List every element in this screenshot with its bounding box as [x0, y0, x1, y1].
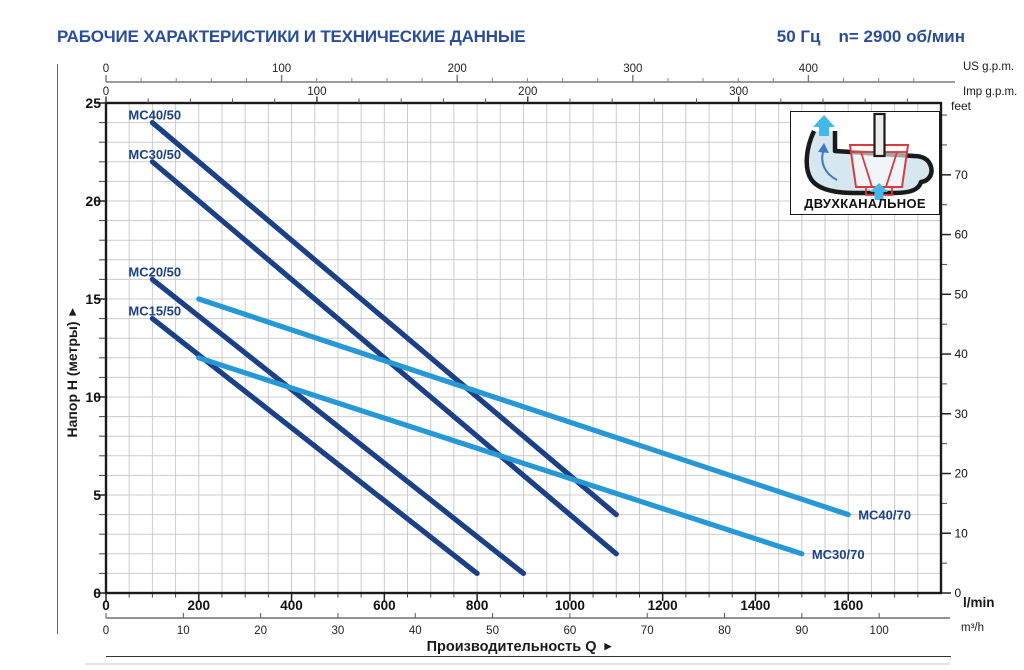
svg-text:60: 60	[955, 228, 969, 242]
svg-text:40: 40	[955, 347, 969, 361]
svg-text:1400: 1400	[740, 598, 770, 613]
svg-text:25: 25	[85, 95, 101, 111]
imp-gpm-unit-label: Imp g.p.m.	[963, 86, 1018, 98]
svg-text:60: 60	[563, 625, 576, 637]
svg-text:30: 30	[955, 407, 969, 421]
svg-text:20: 20	[254, 625, 267, 637]
axis-us-gpm: 0 100 200 300 400	[103, 63, 955, 83]
svg-text:0: 0	[93, 585, 101, 601]
speed-value: n= 2900 об/мин	[838, 27, 965, 46]
x-axis-title: Производительность Q ▶	[426, 639, 612, 655]
curve-MC30/70	[196, 355, 805, 557]
svg-text:1200: 1200	[648, 598, 678, 613]
pump-cross-section-icon	[804, 112, 934, 200]
svg-text:400: 400	[799, 63, 818, 75]
svg-text:300: 300	[729, 86, 748, 98]
curve-MC40/70	[196, 296, 851, 518]
svg-text:200: 200	[518, 86, 537, 98]
svg-text:MC15/50: MC15/50	[128, 304, 181, 319]
lmin-unit-label: l/min	[963, 595, 995, 610]
svg-text:10: 10	[955, 526, 969, 540]
svg-text:300: 300	[623, 63, 642, 75]
svg-text:70: 70	[955, 168, 969, 182]
svg-text:0: 0	[103, 63, 109, 75]
axis-m3h: 0 10 20 30 40 50 60 70 80 90 100	[103, 613, 950, 637]
svg-text:200: 200	[188, 598, 211, 613]
impeller-inset: ДВУХКАНАЛЬНОЕ	[790, 111, 940, 215]
axis-feet: 0 10 20 30 40 50 60 70	[942, 114, 969, 600]
m3h-unit-label: m³/h	[961, 622, 984, 634]
svg-text:800: 800	[466, 598, 489, 613]
pump-curves	[149, 119, 851, 577]
svg-text:0: 0	[102, 598, 110, 613]
flow-arrow-head	[818, 143, 829, 153]
svg-text:100: 100	[870, 625, 889, 637]
svg-text:50: 50	[486, 625, 499, 637]
svg-text:30: 30	[332, 625, 345, 637]
svg-text:0: 0	[103, 86, 109, 98]
svg-text:MC40/50: MC40/50	[128, 108, 181, 123]
axis-imp-gpm: 0 100 200 300	[103, 86, 908, 103]
bottom-divider	[106, 656, 951, 657]
svg-text:0: 0	[955, 586, 962, 600]
svg-text:200: 200	[448, 63, 467, 75]
svg-text:100: 100	[272, 63, 291, 75]
svg-text:80: 80	[718, 625, 731, 637]
axis-lmin: 0 200 400 600 800 1000 1200 1400 1600	[102, 594, 919, 613]
svg-text:600: 600	[373, 598, 396, 613]
svg-text:MC20/50: MC20/50	[128, 264, 181, 279]
svg-text:1000: 1000	[555, 598, 585, 613]
svg-text:0: 0	[103, 625, 109, 637]
frequency-speed: 50 Гц n= 2900 об/мин	[777, 27, 965, 47]
curve-MC40/50	[149, 119, 619, 518]
bottom-divider-light	[85, 663, 950, 665]
svg-text:20: 20	[955, 467, 969, 481]
svg-text:70: 70	[641, 625, 654, 637]
svg-text:MC40/70: MC40/70	[858, 508, 911, 523]
curve-MC30/50	[149, 159, 619, 557]
y-axis-title: Напор H (метры)▶	[64, 308, 80, 438]
axis-arrow-icon: ▶	[604, 641, 612, 651]
svg-text:10: 10	[177, 625, 190, 637]
svg-text:10: 10	[85, 389, 101, 405]
suction-arrow-icon	[870, 183, 888, 200]
impeller-type-label: ДВУХКАНАЛЬНОЕ	[804, 196, 926, 211]
svg-text:1600: 1600	[833, 598, 863, 613]
feet-unit-label: feet	[951, 99, 972, 113]
impeller-outline	[848, 144, 910, 188]
impeller-outlet	[865, 186, 893, 196]
axis-arrow-icon: ▶	[67, 308, 77, 316]
svg-text:50: 50	[955, 287, 969, 301]
svg-text:400: 400	[280, 598, 303, 613]
svg-text:40: 40	[409, 625, 422, 637]
page-left-border	[57, 64, 58, 634]
svg-text:5: 5	[93, 487, 101, 503]
inlet-arrow-icon	[813, 115, 835, 136]
svg-text:MC30/50: MC30/50	[128, 147, 181, 162]
plot-border	[104, 101, 943, 595]
curve-MC20/50	[149, 276, 527, 577]
frequency-value: 50 Гц	[776, 27, 821, 46]
pump-shaft	[873, 112, 886, 158]
us-gpm-unit-label: US g.p.m.	[963, 61, 1015, 73]
gridlines	[106, 103, 941, 593]
axis-meters: 0 5 10 15 20 25	[85, 95, 105, 601]
page-title: РАБОЧИЕ ХАРАКТЕРИСТИКИ И ТЕХНИЧЕСКИЕ ДАН…	[57, 27, 526, 46]
svg-text:20: 20	[85, 193, 101, 209]
svg-text:100: 100	[307, 86, 326, 98]
svg-text:15: 15	[85, 291, 101, 307]
svg-text:90: 90	[795, 625, 808, 637]
svg-text:MC30/70: MC30/70	[812, 547, 865, 562]
curve-labels: MC40/50 MC30/50 MC20/50 MC15/50 MC40/70 MC30/…	[128, 108, 911, 562]
